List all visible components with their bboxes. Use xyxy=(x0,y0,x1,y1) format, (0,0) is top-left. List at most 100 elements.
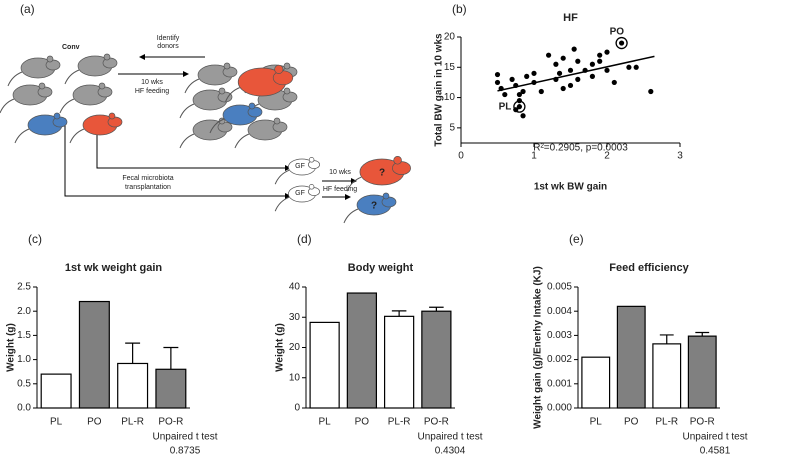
point xyxy=(502,91,508,98)
point xyxy=(648,88,654,95)
diagram-text: ? xyxy=(379,168,385,179)
stats-text: R²=0.2905, p=0.0003 xyxy=(533,143,628,154)
y-tick-label: 0.5 xyxy=(17,378,31,389)
panel-label: (d) xyxy=(297,232,312,246)
mouse-ear xyxy=(38,82,46,90)
mouse-tail xyxy=(14,128,30,144)
point xyxy=(553,61,559,67)
mouse-tail xyxy=(346,176,362,192)
test-label: Unpaired t test xyxy=(152,432,217,443)
arrow xyxy=(64,118,291,199)
mouse-ear xyxy=(108,112,116,120)
panel-label: (e) xyxy=(569,232,584,246)
test-label: Unpaired t test xyxy=(417,432,482,443)
chart-title: Feed efficiency xyxy=(609,262,689,274)
bar xyxy=(309,321,340,409)
bar xyxy=(581,356,611,409)
point xyxy=(509,76,515,82)
test-label: Unpaired t test xyxy=(682,432,747,443)
y-tick-label: 10 xyxy=(289,372,301,383)
y-tick-label: 30 xyxy=(289,312,301,323)
point xyxy=(560,55,566,61)
y-tick-label: 40 xyxy=(289,282,301,293)
diagram-text: 10 wks xyxy=(329,169,351,176)
x-tick-label: 2 xyxy=(604,151,610,162)
y-tick-label: 10 xyxy=(444,92,456,103)
mouse-ear xyxy=(308,184,315,190)
mouse-tail xyxy=(64,69,80,85)
x-tick-label: PL xyxy=(319,417,332,428)
error-bar xyxy=(163,346,179,370)
mouse-ear xyxy=(98,82,106,90)
mouse-tail xyxy=(343,208,359,224)
mouse-ear xyxy=(283,87,291,95)
point xyxy=(571,46,577,52)
diagram-text: 10 wks xyxy=(141,79,163,86)
mouse-ear xyxy=(53,112,61,120)
mouse-tail xyxy=(274,196,290,212)
mouse-tail xyxy=(7,71,23,87)
point xyxy=(546,52,552,58)
bar xyxy=(155,368,187,409)
y-tick-label: 20 xyxy=(289,342,301,353)
trendline xyxy=(497,55,655,92)
y-tick-label: 1.0 xyxy=(17,354,31,365)
mouse-ear xyxy=(308,157,315,163)
diagram-text: GF xyxy=(295,163,305,170)
mouse-tail xyxy=(234,133,250,149)
y-tick-label: 5 xyxy=(449,122,455,133)
panel-label: (c) xyxy=(28,232,42,246)
point xyxy=(524,73,530,79)
point xyxy=(531,70,537,76)
y-tick-label: 0.004 xyxy=(547,306,572,317)
error-bar xyxy=(391,310,407,317)
y-tick-label: 0.003 xyxy=(547,330,572,341)
point xyxy=(611,79,617,86)
error-bar xyxy=(125,342,141,364)
mouse-ear xyxy=(248,102,256,110)
point xyxy=(538,88,544,95)
y-tick-label: 0.005 xyxy=(547,282,572,293)
bar xyxy=(40,373,72,409)
diagram-text: ? xyxy=(371,201,377,212)
y-axis-label: Weight (g) xyxy=(6,323,17,372)
mouse-tail xyxy=(59,98,75,114)
mouse-ear xyxy=(273,117,281,125)
bar xyxy=(117,362,149,409)
p-value: 0.4581 xyxy=(700,446,731,456)
bar xyxy=(616,305,646,409)
diagram-text: GF xyxy=(295,190,305,197)
diagram-text: transplantation xyxy=(125,184,171,191)
diagram-text: Fecal microbiota xyxy=(122,175,173,182)
x-axis-label: 1st wk BW gain xyxy=(534,182,607,193)
point xyxy=(520,113,526,119)
bar xyxy=(78,300,110,409)
point xyxy=(567,67,574,73)
y-tick-label: 0.001 xyxy=(547,378,572,389)
point xyxy=(560,85,566,92)
x-tick-label: PO xyxy=(624,417,639,428)
chart-title: Body weight xyxy=(348,262,414,274)
y-tick-label: 2.0 xyxy=(17,306,31,317)
p-value: 0.8735 xyxy=(170,446,201,456)
chart-title: HF xyxy=(563,12,578,24)
bar xyxy=(346,292,378,409)
diagram-text: donors xyxy=(157,43,179,50)
mouse-ear xyxy=(46,55,54,63)
mouse-tail xyxy=(225,87,240,102)
mouse-tail xyxy=(179,103,195,119)
y-axis-label: Weight (g) xyxy=(275,323,286,372)
y-axis-label: Total BW gain in 10 wks xyxy=(434,33,445,147)
x-tick-label: PL xyxy=(590,417,603,428)
annotation: PL xyxy=(499,101,512,112)
mouse-tail xyxy=(0,98,15,114)
x-tick-label: PL xyxy=(50,417,63,428)
y-tick-label: 2.5 xyxy=(17,282,31,293)
x-tick-label: PL-R xyxy=(655,417,678,428)
y-tick-label: 0.000 xyxy=(547,403,572,414)
x-tick-label: PO-R xyxy=(158,417,183,428)
panel-label: (a) xyxy=(20,2,35,16)
point xyxy=(597,52,603,58)
y-tick-label: 0.002 xyxy=(547,354,572,365)
